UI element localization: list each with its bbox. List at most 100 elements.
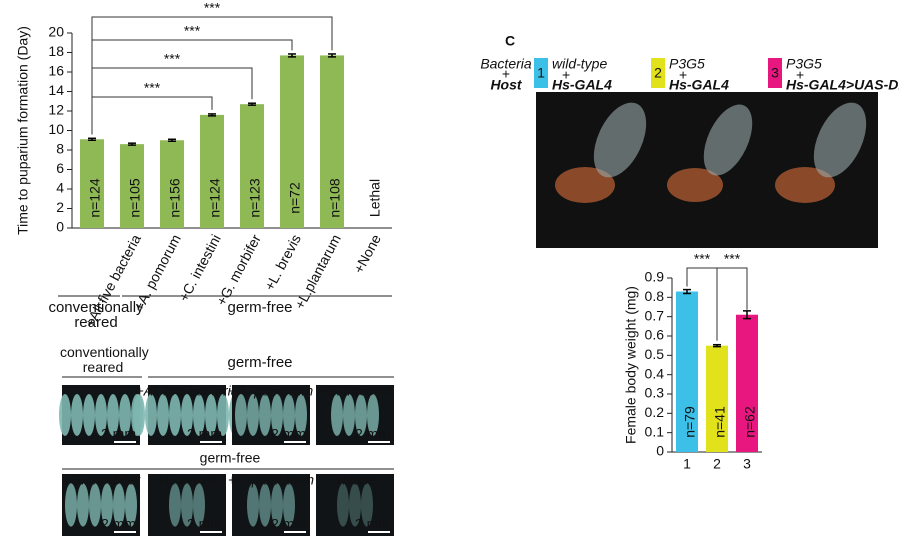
condition-host: Hs-GAL4>UAS-DILP2 (786, 77, 899, 93)
y-tick-label: 0.8 (645, 288, 665, 304)
bar-label: n=41 (712, 406, 728, 438)
photo-label: +C. intestini (318, 383, 392, 399)
significance-stars: *** (694, 251, 711, 267)
error-bar (683, 288, 691, 295)
bar-label: n=105 (127, 178, 143, 218)
condition-box (534, 58, 548, 88)
larva (145, 394, 157, 436)
y-tick-label: 0.9 (645, 269, 665, 285)
significance-stars: *** (144, 80, 161, 96)
y-tick-label: 10 (48, 121, 64, 137)
bar-label: n=124 (207, 178, 223, 218)
y-tick-label: 2 (56, 199, 64, 215)
error-bar (713, 343, 721, 348)
bar-label: n=72 (287, 182, 303, 214)
larva (119, 394, 131, 436)
larva (259, 394, 271, 436)
significance-stars: *** (724, 251, 741, 267)
larva (181, 483, 193, 527)
y-axis-label: Female body weight (mg) (623, 286, 639, 444)
larva (125, 483, 137, 527)
larva (259, 483, 271, 527)
bar-label: Lethal (367, 179, 383, 217)
x-tick-label: 3 (743, 456, 751, 472)
significance-stars: *** (184, 23, 201, 39)
larva (77, 483, 89, 527)
bar-label: n=123 (247, 178, 263, 218)
y-tick-label: 16 (48, 63, 64, 79)
bar (240, 104, 264, 228)
condition-number: 2 (654, 65, 662, 81)
plus: + (502, 66, 510, 82)
y-tick-label: 0 (656, 443, 664, 459)
condition-bacteria: P3G5 (669, 56, 705, 72)
error-bar (208, 113, 216, 117)
significance-stars: *** (164, 51, 181, 67)
photo-group-label: conventionally reared (60, 344, 149, 375)
error-bar (128, 142, 136, 146)
group-label: conventionally reared (48, 299, 144, 331)
y-tick-label: 0.3 (645, 385, 665, 401)
x-tick-label: +L. brevis (261, 232, 304, 293)
condition-host: Hs-GAL4 (552, 77, 612, 93)
y-tick-label: 8 (56, 141, 64, 157)
scale-label: 2 mm (101, 516, 136, 532)
condition-number: 3 (771, 65, 779, 81)
larva (283, 483, 295, 527)
larva (193, 483, 205, 527)
y-tick-label: 0.4 (645, 365, 665, 381)
error-bar (288, 53, 296, 58)
bar-label: n=62 (742, 406, 758, 438)
error-bar (168, 138, 176, 142)
y-tick-label: 0.7 (645, 307, 665, 323)
scale-label: 2 mm (271, 516, 306, 532)
condition-host: Hs-GAL4 (669, 77, 729, 93)
x-tick-label: +None (350, 231, 384, 275)
larva (349, 483, 361, 527)
scale-label: 2 mm (101, 426, 136, 442)
larva (217, 394, 229, 436)
larva (101, 483, 113, 527)
larva (367, 394, 379, 436)
larva (271, 394, 283, 436)
larva (169, 394, 181, 436)
y-tick-label: 18 (48, 43, 64, 59)
larva (181, 394, 193, 436)
bar-label: n=124 (87, 178, 103, 218)
x-tick-label: 1 (683, 456, 691, 472)
larva (247, 483, 259, 527)
scale-label: 2 mm (271, 426, 306, 442)
larva (337, 483, 349, 527)
plus: + (796, 67, 804, 83)
larva (271, 483, 283, 527)
y-axis-label: Time to puparium formation (Day) (15, 26, 31, 235)
bar-label: n=79 (682, 406, 698, 438)
bar (676, 291, 698, 452)
bar (200, 114, 224, 228)
larva (295, 394, 307, 436)
photo-group-label: germ-free (200, 450, 261, 466)
condition-bacteria: P3G5 (786, 56, 822, 72)
photo-label: +L. brevis (156, 472, 217, 488)
larva (83, 394, 95, 436)
larva (361, 483, 373, 527)
photo-label: +L. plantarum (228, 472, 314, 488)
photo-group-label: germ-free (227, 354, 293, 371)
x-tick-label: 2 (713, 456, 721, 472)
bar (706, 345, 728, 452)
error-bar (328, 53, 336, 58)
significance-bracket (716, 267, 748, 341)
scale-label: 2 mm (355, 426, 390, 442)
error-bar (88, 137, 96, 141)
error-bar (248, 102, 256, 106)
larva (355, 394, 367, 436)
condition-bacteria: wild-type (552, 56, 607, 72)
larva (205, 394, 217, 436)
larva (331, 394, 343, 436)
larva (343, 394, 355, 436)
bar-label: n=108 (327, 178, 343, 218)
photo-label: +G. morbifer (62, 472, 142, 488)
fly-3 (775, 102, 867, 203)
